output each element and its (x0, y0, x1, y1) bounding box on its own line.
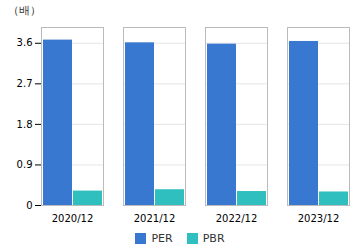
html-text:（배）: （배） (8, 4, 41, 17)
html-text:PBR: PBR (202, 231, 225, 245)
svg-text:2021/12: 2021/12 (134, 213, 176, 224)
svg-text:2022/12: 2022/12 (216, 213, 258, 224)
svg-text:3.6: 3.6 (17, 37, 33, 48)
svg-text:1.8: 1.8 (17, 119, 33, 130)
svg-text:2.7: 2.7 (17, 78, 33, 89)
svg-text:0.9: 0.9 (17, 159, 33, 170)
svg-text:2023/12: 2023/12 (298, 213, 340, 224)
svg-text:2020/12: 2020/12 (52, 213, 94, 224)
svg-text:0: 0 (26, 200, 32, 211)
html-text:PER: PER (151, 231, 173, 245)
